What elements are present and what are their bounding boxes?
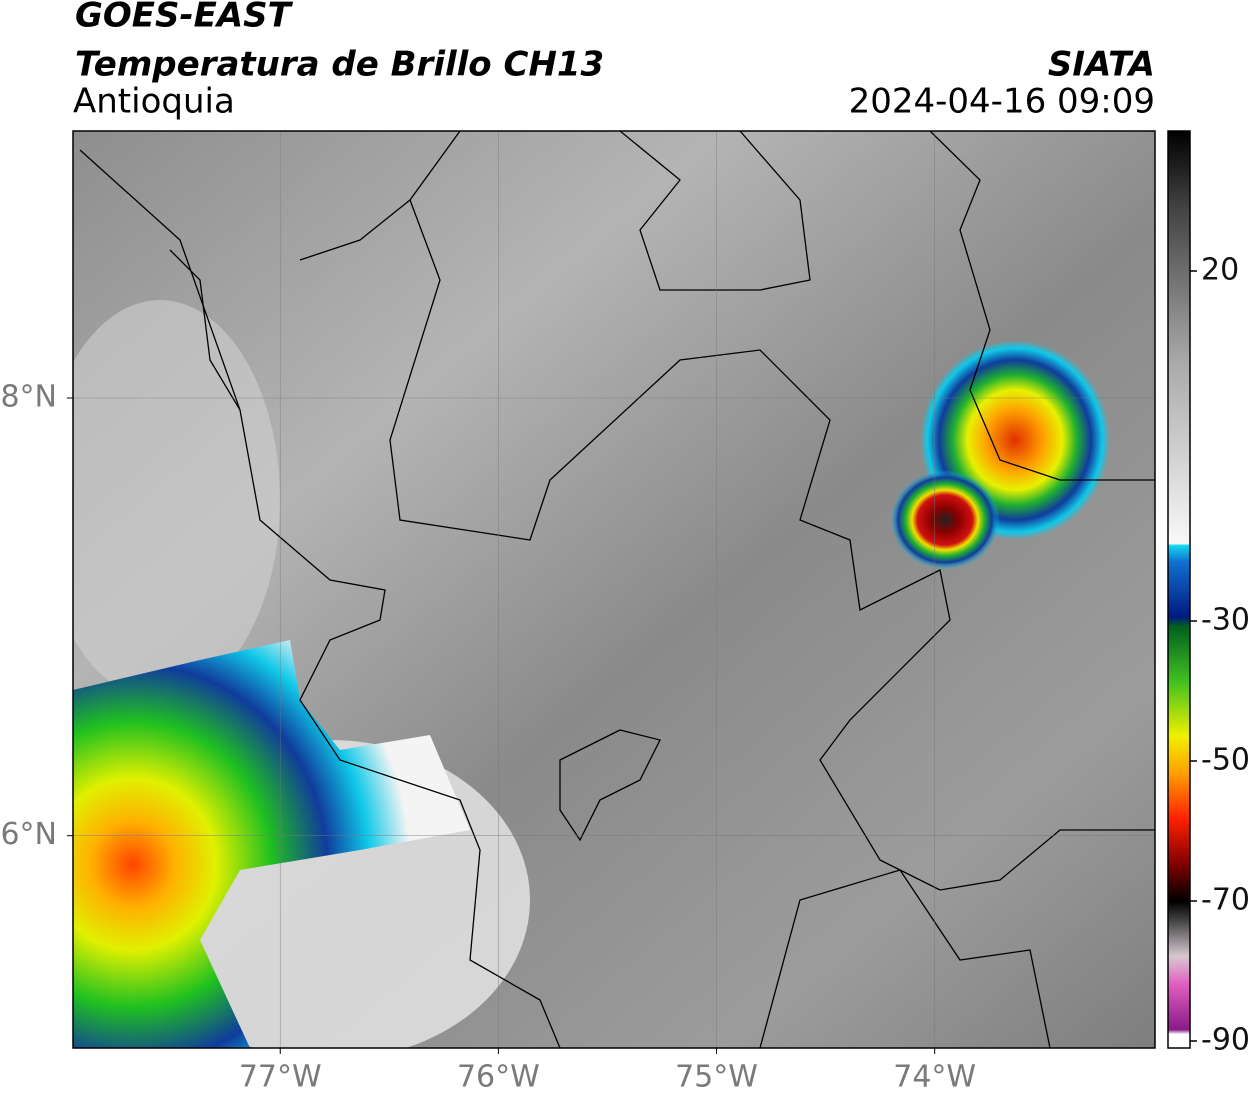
lon-tick-label: 74°W — [893, 1060, 976, 1095]
colorbar-ticks — [1190, 270, 1197, 1042]
product: Temperatura de Brillo CH13 — [75, 45, 604, 85]
colorbar-tick-label: 20 — [1201, 253, 1239, 288]
lon-tick-label: 75°W — [675, 1060, 758, 1095]
colorbar-tick-label: -90 — [1201, 1023, 1250, 1058]
datetime: 2024-04-16 09:09 — [849, 82, 1155, 122]
lon-tick-label: 77°W — [239, 1060, 322, 1095]
map-frame — [72, 130, 1156, 1049]
region: Antioquia — [73, 82, 235, 122]
source: SIATA — [1048, 45, 1155, 85]
lon-tick-label: 76°W — [457, 1060, 540, 1095]
colorbar — [1167, 130, 1191, 1049]
lat-tick-label: 8°N — [0, 380, 57, 415]
satellite: GOES-EAST — [75, 0, 294, 36]
colorbar-tick-label: -30 — [1201, 603, 1250, 638]
graticule — [67, 131, 1155, 1054]
colorbar-tick-label: -50 — [1201, 743, 1250, 778]
lat-tick-label: 6°N — [0, 817, 57, 852]
colorbar-tick-label: -70 — [1201, 883, 1250, 918]
map-image — [73, 131, 1155, 1048]
